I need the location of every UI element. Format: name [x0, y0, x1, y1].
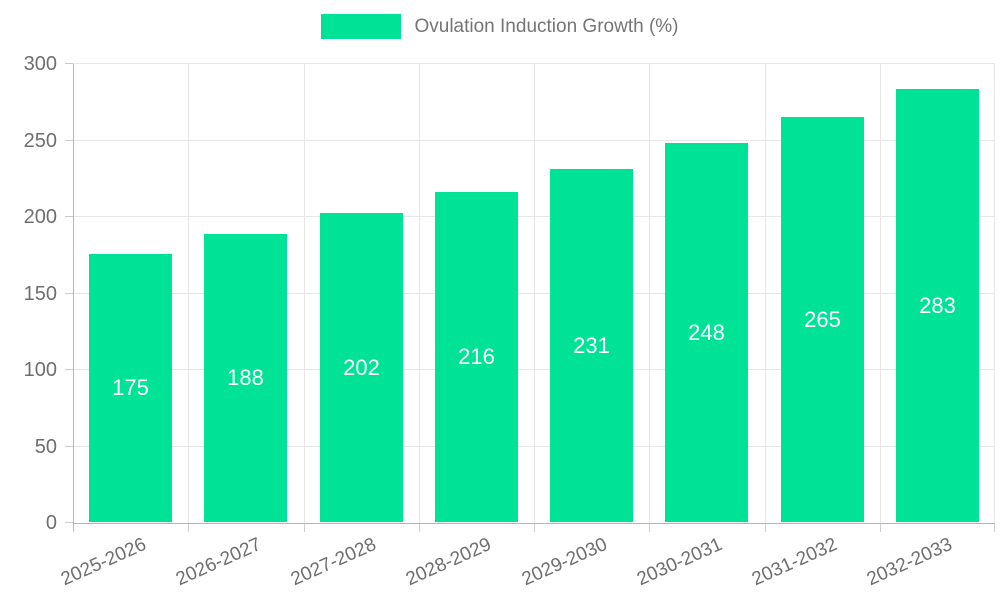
gridline-h: [73, 63, 995, 64]
bar-value-label: 216: [458, 344, 495, 369]
bar-value-label: 202: [343, 355, 380, 380]
x-axis-label: 2031-2032: [748, 534, 841, 591]
bar-value-label: 248: [688, 320, 725, 345]
bar-value-label: 231: [573, 333, 610, 358]
gridline-v: [880, 64, 881, 523]
x-axis-tick: [765, 524, 766, 532]
gridline-v: [649, 64, 650, 523]
gridline-v: [304, 64, 305, 523]
bar-2029-2030[interactable]: 231: [550, 169, 633, 522]
gridline-v: [765, 64, 766, 523]
x-axis-tick: [649, 524, 650, 532]
bar-value-label: 265: [804, 307, 841, 332]
bar-2026-2027[interactable]: 188: [204, 234, 287, 522]
x-axis-label: 2026-2027: [172, 534, 265, 591]
x-axis-tick: [188, 524, 189, 532]
y-axis-tick: [65, 63, 73, 64]
y-axis-label: 50: [34, 435, 57, 458]
x-axis-label: 2028-2029: [402, 534, 495, 591]
y-axis-label: 200: [23, 206, 57, 228]
y-axis-tick: [65, 139, 73, 141]
gridline-v: [994, 64, 995, 523]
bar-2030-2031[interactable]: 248: [665, 143, 748, 522]
chart-legend[interactable]: Ovulation Induction Growth (%): [0, 14, 1000, 39]
plot-area: 175 188 202 216 231 248 265 283: [73, 63, 995, 532]
bar-value-label: 175: [112, 375, 149, 400]
gridline-v: [534, 64, 535, 523]
bar-2031-2032[interactable]: 265: [781, 117, 864, 522]
y-axis-tick: [65, 522, 73, 523]
gridline-v: [419, 64, 420, 523]
y-axis-label: 0: [45, 512, 57, 534]
x-axis-label: 2027-2028: [287, 534, 380, 591]
x-axis-tick: [880, 524, 881, 532]
y-axis-tick: [65, 369, 73, 370]
x-axis-tick: [419, 524, 420, 532]
bar-2028-2029[interactable]: 216: [435, 192, 518, 522]
legend-marker[interactable]: [321, 14, 402, 39]
gridline-v: [188, 64, 189, 523]
x-axis-tick: [994, 524, 995, 532]
x-axis-label: 2025-2026: [57, 534, 150, 591]
legend-label: Ovulation Induction Growth (%): [414, 15, 679, 37]
bar-value-label: 188: [227, 365, 264, 390]
x-axis-tick: [304, 524, 305, 532]
x-axis-line: [73, 523, 995, 524]
y-axis-line: [73, 64, 74, 531]
x-axis-label: 2032-2033: [863, 534, 956, 591]
y-axis-label: 250: [23, 129, 57, 152]
bar-2027-2028[interactable]: 202: [320, 213, 403, 522]
x-axis-label: 2030-2031: [633, 534, 726, 591]
y-axis-tick: [65, 445, 73, 447]
y-axis-label: 150: [23, 282, 57, 305]
x-axis-label: 2029-2030: [518, 534, 611, 591]
y-axis-tick: [65, 216, 73, 217]
y-axis-label: 100: [23, 359, 57, 381]
y-axis-tick: [65, 292, 73, 294]
bar-value-label: 283: [919, 293, 956, 318]
y-axis-label: 300: [23, 53, 57, 75]
bar-2025-2026[interactable]: 175: [89, 254, 172, 522]
x-axis-tick: [534, 524, 535, 532]
bar-2032-2033[interactable]: 283: [896, 89, 979, 522]
